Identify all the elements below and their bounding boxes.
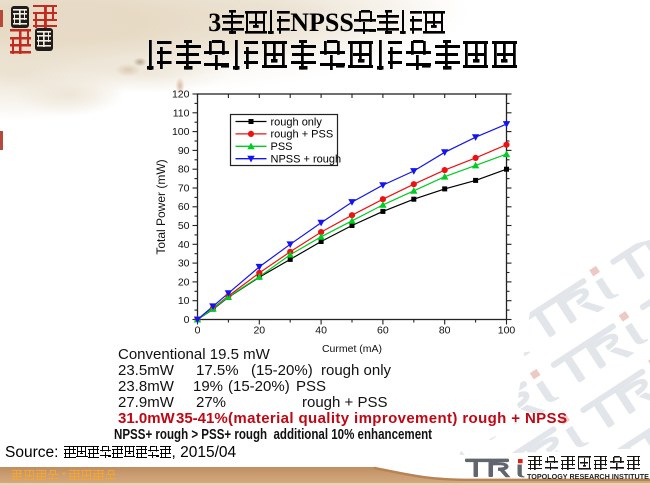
svg-text:60: 60 [178,201,190,213]
svg-text:120: 120 [172,89,190,101]
svg-text:80: 80 [439,325,451,337]
svg-text:100: 100 [498,325,516,337]
svg-text:60: 60 [377,325,389,337]
svg-text:110: 110 [173,107,190,119]
svg-text:0: 0 [184,314,190,326]
svg-text:40: 40 [315,325,327,337]
svg-text:40: 40 [178,239,190,251]
svg-text:Total Power (mW): Total Power (mW) [154,159,168,254]
svg-text:70: 70 [178,183,190,195]
svg-text:PSS: PSS [271,141,293,153]
svg-text:20: 20 [178,276,190,288]
svg-text:rough + PSS: rough + PSS [271,129,334,141]
svg-text:NPSS + rough: NPSS + rough [271,154,342,166]
svg-text:20: 20 [253,325,265,337]
svg-text:80: 80 [178,164,190,176]
svg-text:10: 10 [178,295,190,307]
svg-text:Curmet (mA): Curmet (mA) [322,343,382,355]
svg-text:30: 30 [178,258,190,270]
svg-text:100: 100 [172,126,190,138]
svg-text:rough only: rough only [271,116,323,128]
svg-text:50: 50 [178,220,190,232]
svg-text:90: 90 [178,145,190,157]
svg-text:0: 0 [195,325,201,337]
